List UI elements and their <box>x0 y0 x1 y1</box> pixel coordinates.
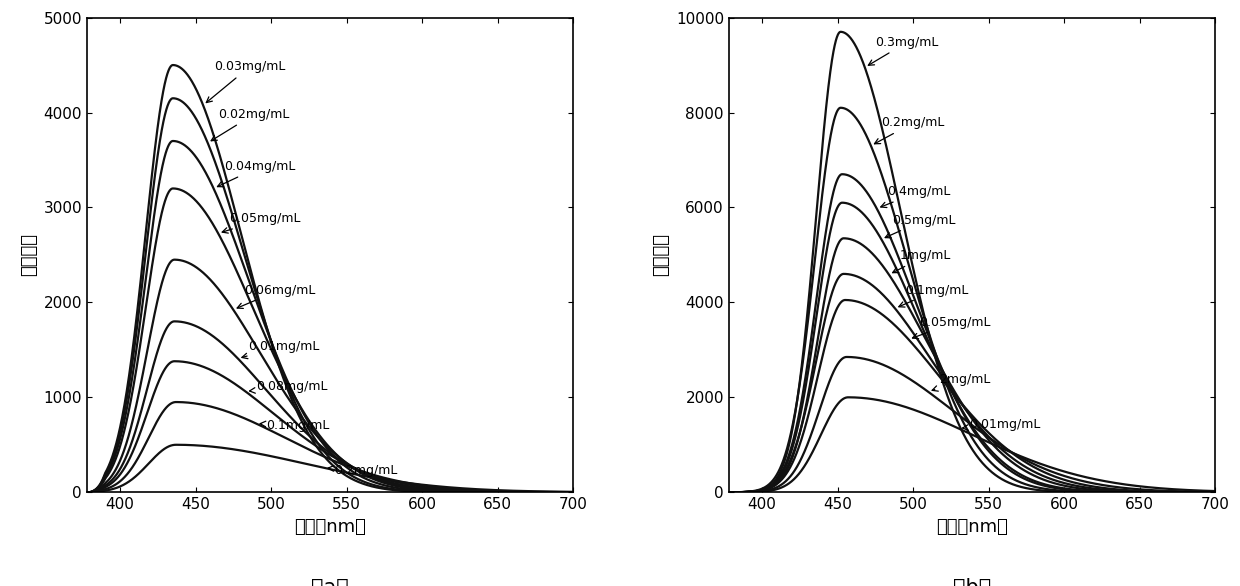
Text: 0.5mg/mL: 0.5mg/mL <box>885 214 956 238</box>
Text: 0.04mg/mL: 0.04mg/mL <box>217 160 295 187</box>
X-axis label: 波长（nm）: 波长（nm） <box>294 517 366 536</box>
Text: 0.3mg/mL: 0.3mg/mL <box>868 36 939 65</box>
Text: （a）: （a） <box>311 578 348 586</box>
Text: 0.05mg/mL: 0.05mg/mL <box>222 212 300 233</box>
Text: 0.4mg/mL: 0.4mg/mL <box>880 185 951 207</box>
X-axis label: 波长（nm）: 波长（nm） <box>936 517 1008 536</box>
Text: （b）: （b） <box>952 578 991 586</box>
Text: 0.03mg/mL: 0.03mg/mL <box>206 60 285 103</box>
Text: 0.1mg/mL: 0.1mg/mL <box>899 284 968 307</box>
Text: 2mg/mL: 2mg/mL <box>932 373 991 391</box>
Text: 0.2mg/mL: 0.2mg/mL <box>874 117 945 144</box>
Y-axis label: 荧光强度: 荧光强度 <box>20 233 37 277</box>
Text: 0.2mg/mL: 0.2mg/mL <box>329 464 398 477</box>
Text: 0.01mg/mL: 0.01mg/mL <box>242 339 320 359</box>
Text: 0.02mg/mL: 0.02mg/mL <box>211 108 290 141</box>
Text: 0.01mg/mL: 0.01mg/mL <box>962 418 1040 431</box>
Text: 0.06mg/mL: 0.06mg/mL <box>237 284 315 308</box>
Text: 1mg/mL: 1mg/mL <box>893 250 951 272</box>
Text: 0.08mg/mL: 0.08mg/mL <box>249 380 327 393</box>
Y-axis label: 荧光强度: 荧光强度 <box>652 233 671 277</box>
Text: 0.05mg/mL: 0.05mg/mL <box>913 316 991 339</box>
Text: 0.1mg/mL: 0.1mg/mL <box>260 420 330 432</box>
